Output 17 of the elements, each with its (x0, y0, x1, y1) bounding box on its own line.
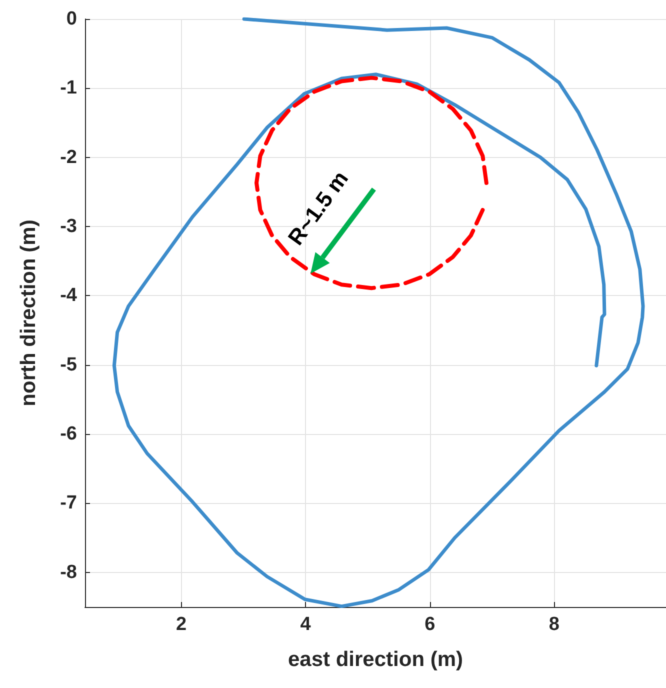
x-tick-label: 2 (176, 614, 187, 635)
x-tick-label: 6 (424, 614, 436, 635)
y-tick-label: -4 (60, 285, 78, 306)
x-tick-label: 4 (300, 614, 312, 635)
line-series (112, 17, 645, 608)
y-tick-label: -6 (60, 424, 77, 445)
y-tick-label: -1 (60, 78, 78, 99)
x-tick-label: 8 (548, 614, 560, 635)
y-axis-title: north direction (m) (17, 220, 40, 406)
y-tick-label: -7 (60, 492, 77, 514)
y-tick-label: 0 (66, 8, 77, 30)
y-tick-label: -2 (60, 146, 77, 168)
y-tick-label: -8 (60, 562, 77, 583)
line-series (254, 76, 488, 290)
y-tick-label: -5 (60, 354, 78, 376)
x-axis-title: east direction (m) (288, 648, 464, 671)
y-tick-label: -3 (60, 216, 77, 238)
